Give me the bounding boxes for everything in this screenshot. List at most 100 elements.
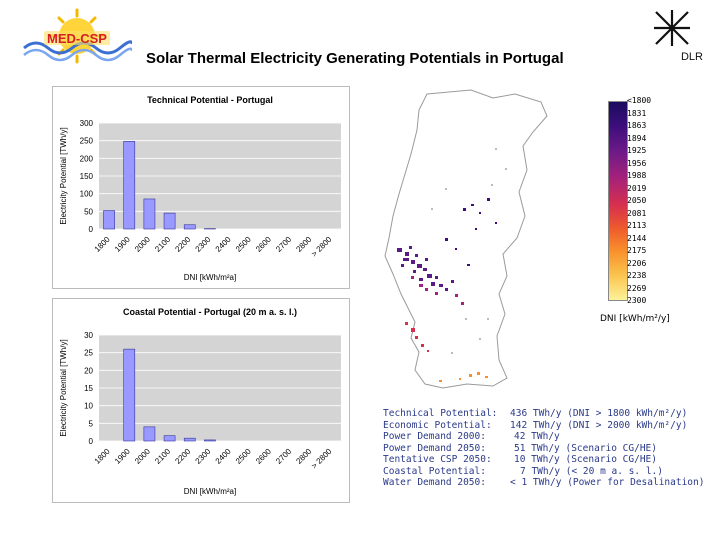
x-tick-label: 2200 (173, 234, 192, 253)
legend-tick-label: 1894 (627, 133, 647, 143)
bar (123, 141, 136, 230)
legend-tick-label: 2081 (627, 208, 647, 218)
x-tick-label: 2500 (234, 234, 253, 253)
bar (143, 198, 156, 230)
y-tick-label: 150 (80, 172, 94, 181)
med-csp-logo: MED-CSP (23, 8, 132, 64)
x-axis-label: DNI [kWh/m²a] (184, 487, 236, 496)
x-tick-label: 2100 (153, 446, 172, 465)
y-tick-label: 20 (84, 366, 93, 375)
x-tick-label: 1800 (93, 446, 112, 465)
legend-tick-label: 2113 (627, 221, 647, 230)
fact-label: Power Demand 2000: (383, 431, 486, 442)
bar (123, 348, 136, 442)
legend-tick-label: <1800 (627, 96, 652, 105)
dni-legend-unit: DNI [kWh/m²/y] (600, 314, 670, 324)
y-axis-label: Electricity Potential [TWh/y] (59, 339, 68, 436)
x-tick-label: 2600 (254, 446, 273, 465)
logo-right-text: DLR (681, 51, 703, 63)
legend-tick-label: 1988 (627, 171, 647, 180)
bar (183, 437, 196, 442)
y-tick-label: 25 (84, 349, 93, 358)
y-tick-label: 50 (84, 207, 93, 216)
x-tick-label: 2200 (173, 446, 192, 465)
dni-legend-colorbar (608, 101, 628, 301)
y-tick-label: 200 (80, 154, 94, 163)
x-tick-label: 2700 (274, 234, 293, 253)
bar (103, 210, 115, 230)
legend-tick-label: 2206 (627, 258, 647, 268)
dni-legend-ticks: <1800 1831 1863 1894 1925 1956 1988 2019 2050 208… (627, 96, 667, 305)
x-tick-label: 2000 (133, 446, 152, 465)
y-tick-label: 100 (80, 190, 94, 199)
y-tick-label: 10 (84, 402, 93, 411)
logo-left-text: MED-CSP (47, 31, 107, 46)
y-tick-label: 0 (89, 437, 94, 446)
fact-value: 436 TWh/y (DNI > 1800 kWh/m²/y) (510, 408, 688, 419)
y-tick-label: 5 (89, 419, 94, 428)
x-tick-label: 2700 (274, 446, 293, 465)
x-tick-label: 1900 (113, 234, 132, 253)
coastal-potential-chart: Coastal Potential - Portugal (20 m a. s.… (52, 298, 350, 503)
y-tick-label: 0 (89, 225, 94, 234)
fact-label: Economic Potential: (383, 419, 492, 431)
y-tick-label: 15 (84, 384, 93, 393)
legend-tick-label: 2238 (627, 271, 647, 280)
x-tick-label: 2100 (153, 234, 172, 253)
legend-tick-label: 2144 (627, 233, 647, 243)
technical-potential-plot: Technical Potential - Portugal 0 50 100 150 2… (59, 95, 341, 282)
bar (143, 426, 156, 442)
y-tick-label: 300 (80, 119, 94, 128)
legend-tick-label: 1831 (627, 108, 647, 118)
portugal-dni-map (384, 89, 548, 389)
dlr-logo: DLR (654, 10, 703, 63)
chart-title: Technical Potential - Portugal (147, 95, 273, 105)
legend-tick-label: 2019 (627, 183, 647, 193)
fact-value: 10 TWh/y (Scenario CG/HE) (514, 454, 657, 465)
fact-value: 142 TWh/y (DNI > 2000 kWh/m²/y) (510, 419, 688, 431)
legend-tick-label: 2269 (627, 283, 647, 293)
fact-label: Coastal Potential: (383, 465, 486, 477)
chart-title: Coastal Potential - Portugal (20 m a. s.… (123, 307, 297, 317)
x-tick-label: 2500 (234, 446, 253, 465)
bar (183, 224, 196, 230)
fact-value: 51 TWh/y (Scenario CG/HE) (514, 442, 657, 454)
bar (163, 435, 176, 442)
coastal-potential-plot: Coastal Potential - Portugal (20 m a. s.… (59, 307, 341, 496)
legend-tick-label: 2175 (627, 246, 647, 255)
fact-label: Tentative CSP 2050: (383, 454, 492, 465)
fact-label: Power Demand 2050: (383, 442, 486, 454)
legend-tick-label: 2050 (627, 196, 647, 205)
x-tick-label: 1900 (113, 446, 132, 465)
technical-potential-chart: Technical Potential - Portugal 0 50 100 150 2… (52, 86, 350, 289)
bar (204, 439, 216, 442)
facts-values: 436 TWh/y (DNI > 1800 kWh/m²/y) 142 TWh/… (510, 408, 704, 489)
fact-value: 7 TWh/y (< 20 m a. s. l.) (520, 465, 663, 477)
legend-tick-label: 1863 (627, 121, 647, 130)
x-tick-label: > 2800 (310, 446, 334, 470)
dlr-emblem-icon (654, 10, 690, 46)
x-tick-label: 2600 (254, 234, 273, 253)
dni-pixels (397, 148, 507, 382)
y-tick-label: 250 (80, 137, 94, 146)
fact-value: 42 TWh/y (514, 431, 560, 442)
x-tick-label: 1800 (93, 234, 112, 253)
bar (163, 212, 176, 230)
x-tick-label: 2400 (214, 446, 233, 465)
x-tick-label: 2300 (194, 234, 213, 253)
facts-labels: Technical Potential: Economic Potential:… (383, 408, 497, 489)
fact-label: Water Demand 2050: (383, 477, 486, 488)
x-tick-label: > 2800 (310, 234, 334, 258)
y-tick-label: 30 (84, 331, 93, 340)
page-title: Solar Thermal Electricity Generating Pot… (146, 50, 564, 67)
legend-tick-label: 1956 (627, 158, 647, 168)
x-axis-label: DNI [kWh/m²a] (184, 273, 236, 282)
fact-label: Technical Potential: (383, 408, 498, 419)
legend-tick-label: 1925 (627, 146, 647, 155)
x-tick-label: 2000 (133, 234, 152, 253)
legend-tick-label: 2300 (627, 296, 647, 305)
x-tick-label: 2300 (194, 446, 213, 465)
portugal-outline (384, 89, 548, 389)
y-axis-label: Electricity Potential [TWh/y] (59, 127, 68, 224)
fact-value: < 1 TWh/y (Power for Desalination) (510, 477, 705, 488)
